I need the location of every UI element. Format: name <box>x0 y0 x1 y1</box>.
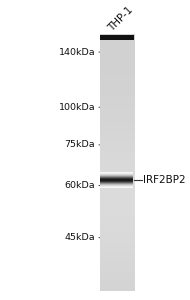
Text: 45kDa: 45kDa <box>65 233 95 242</box>
Text: 60kDa: 60kDa <box>65 181 95 190</box>
Text: 100kDa: 100kDa <box>59 103 95 112</box>
Text: 75kDa: 75kDa <box>65 140 95 149</box>
Bar <box>100 35 134 40</box>
Text: THP-1: THP-1 <box>106 5 135 33</box>
Text: 140kDa: 140kDa <box>59 48 95 57</box>
Text: IRF2BP2: IRF2BP2 <box>143 175 186 185</box>
